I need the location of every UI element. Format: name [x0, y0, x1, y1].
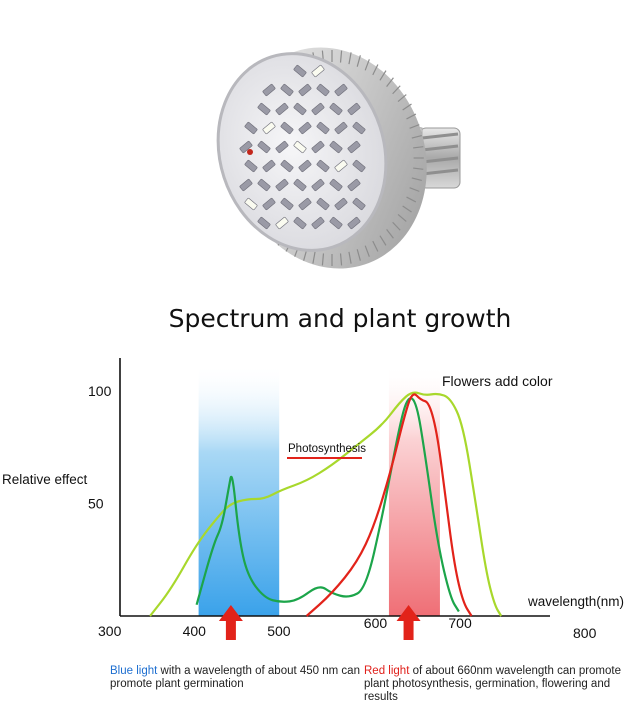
photosynthesis-annotation: Photosynthesis: [288, 443, 366, 455]
y-axis-label: Relative effect: [2, 472, 88, 487]
blue-light-highlight: Blue light: [110, 665, 158, 677]
bulb-led-face: [216, 52, 388, 252]
spectrum-chart: 300 400 500 600 700 800 50 100 Photosynthesis F…: [2, 358, 624, 640]
led-bulb-illustration: [216, 47, 461, 269]
red-light-text: of about 660nm wavelength can promote pl…: [364, 665, 622, 703]
spectrum-curve-2: [195, 397, 460, 613]
x-tick-label: 800: [573, 625, 597, 640]
blue-light-band: [198, 364, 280, 616]
red-light-caption: Red light of about 660nm wavelength can …: [364, 665, 634, 704]
y-tick-label: 100: [88, 383, 112, 399]
x-tick-label: 400: [183, 623, 207, 639]
y-tick-label: 50: [88, 496, 104, 512]
x-tick-label: 300: [98, 623, 122, 639]
red-light-highlight: Red light: [364, 665, 410, 677]
x-tick-label: 700: [448, 615, 472, 631]
page-heading: Spectrum and plant growth: [168, 304, 512, 333]
x-tick-label: 600: [364, 615, 388, 631]
wavelength-marker-arrow: [396, 605, 421, 640]
spectrum-curve-3: [305, 393, 473, 617]
blue-light-caption: Blue light with a wavelength of about 45…: [110, 665, 380, 691]
x-axis-label: wavelength(nm): [527, 594, 624, 609]
spectrum-curve-1: [149, 391, 503, 617]
x-tick-label: 500: [267, 623, 291, 639]
wavelength-marker-arrow: [218, 605, 243, 640]
blue-light-text: with a wavelength of about 450 nm can pr…: [110, 665, 360, 690]
flowers-annotation: Flowers add color: [442, 373, 553, 389]
